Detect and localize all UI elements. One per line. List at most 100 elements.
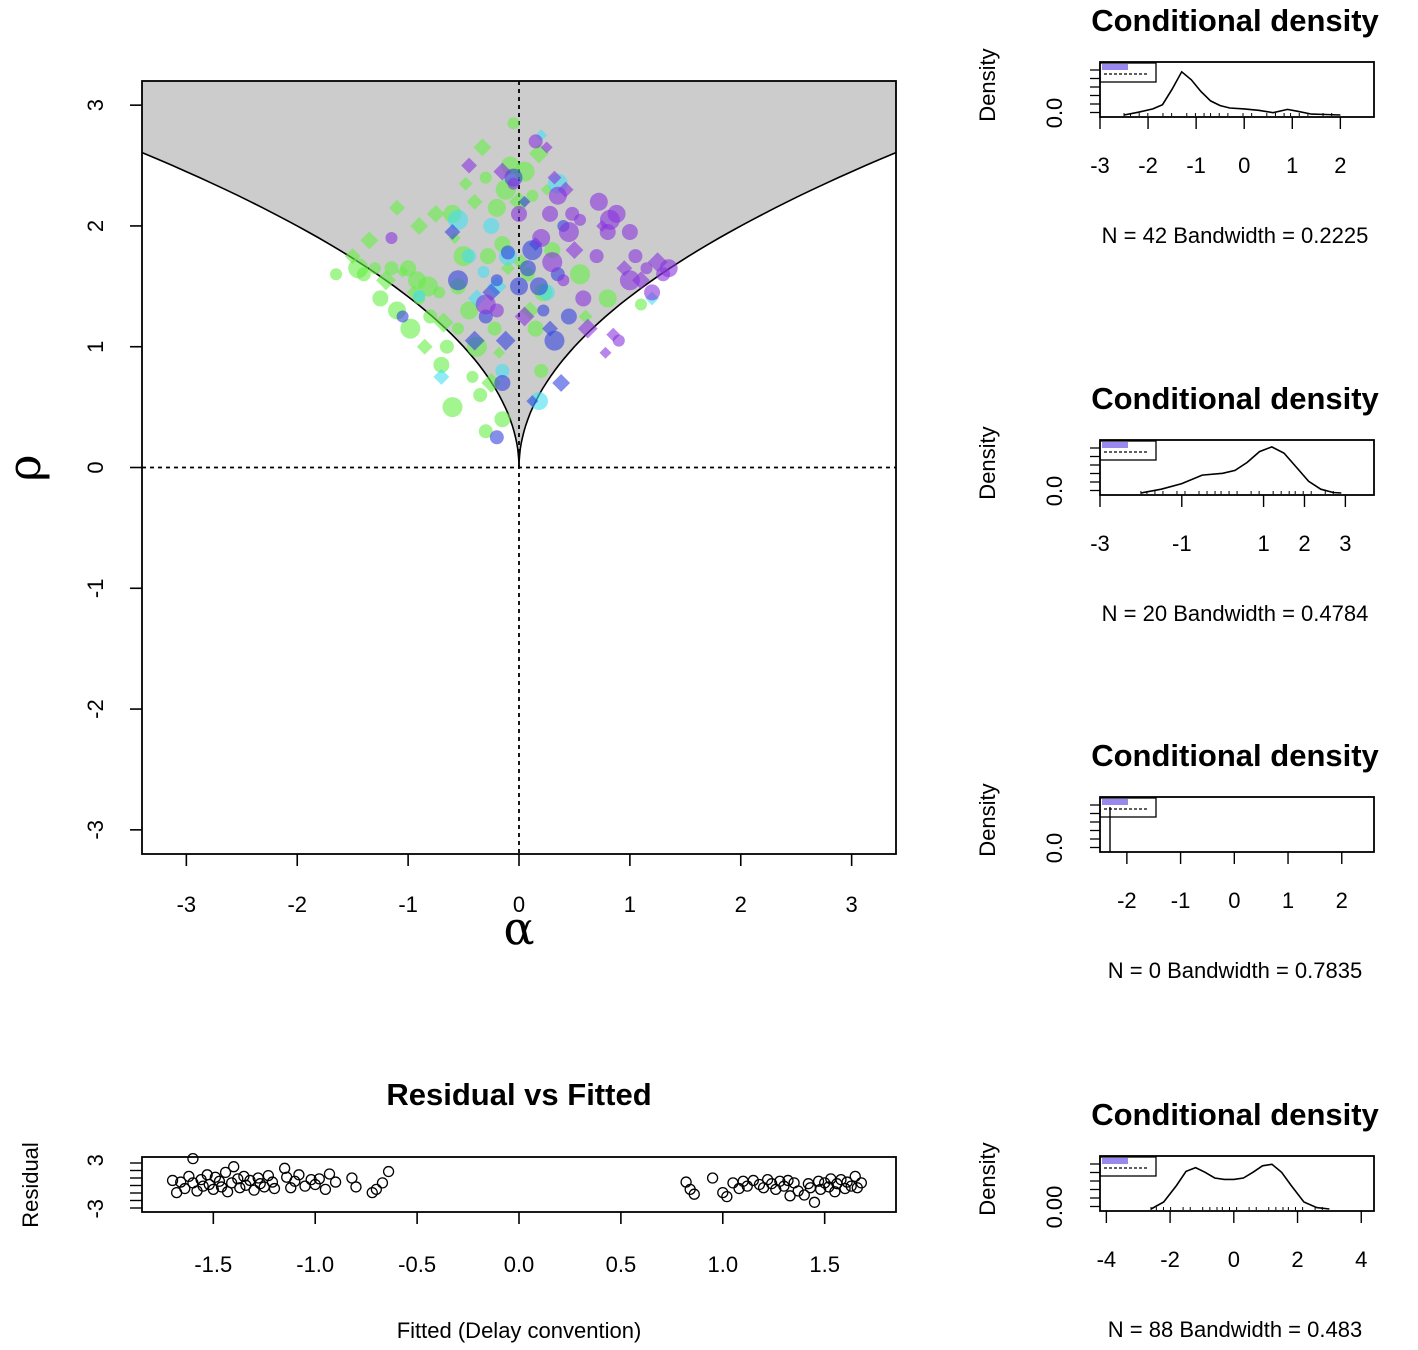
residual-point [262, 1169, 274, 1182]
data-point-blue [489, 430, 504, 445]
density-title: Conditional density [1091, 738, 1379, 773]
data-point-green [487, 321, 502, 336]
residual-point [248, 1184, 260, 1196]
density-title: Conditional density [1091, 381, 1379, 416]
y-tick-label: -1 [83, 579, 108, 599]
data-point-green [433, 312, 454, 333]
residual-point [213, 1175, 226, 1187]
residual-y-axis-label: Residual [18, 1142, 43, 1228]
data-point-violet [589, 249, 604, 264]
data-point-green [493, 346, 505, 359]
data-point-green [478, 424, 493, 439]
residual-x-tick-label: -0.5 [398, 1252, 436, 1277]
residual-point [244, 1174, 256, 1187]
data-point-green [330, 268, 343, 281]
density-x-tick-label: -4 [1097, 1247, 1117, 1272]
density-x-tick-label: -2 [1138, 153, 1158, 178]
density-x-axis-label: N = 88 Bandwidth = 0.483 [1108, 1317, 1362, 1342]
residual-point [849, 1170, 861, 1183]
data-point-violet [540, 141, 553, 154]
residual-title: Residual vs Fitted [386, 1077, 651, 1112]
residual-point [187, 1152, 199, 1165]
residual-y-tick-label: -3 [83, 1199, 108, 1219]
residual-point [376, 1177, 389, 1189]
residual-point [741, 1180, 753, 1192]
data-point-violet [558, 221, 579, 242]
legend-swatch [1102, 64, 1128, 70]
density-x-tick-label: -2 [1117, 888, 1137, 913]
residual-point [309, 1178, 321, 1191]
data-point-green [433, 286, 446, 299]
conditional-density-plot-1: Conditional density 0.0 Density -3 -2 -1 0 1 2 N … [975, 3, 1380, 248]
data-point-violet [659, 259, 678, 278]
main-scatter-plot: -3 -2 -1 0 1 2 3 -3 -2 -1 0 1 2 3 α ρ [0, 80, 897, 955]
y-tick-label: -3 [83, 820, 108, 840]
residual-point [829, 1186, 841, 1198]
data-point-violet [532, 229, 551, 248]
data-point-green [376, 270, 396, 291]
legend-swatch [1102, 1158, 1128, 1164]
data-point-violet [577, 318, 598, 339]
residual-point [812, 1175, 825, 1187]
residual-point [226, 1177, 238, 1189]
density-x-tick-label: 4 [1355, 1247, 1367, 1272]
residual-point [252, 1172, 264, 1184]
residual-point [841, 1176, 853, 1188]
density-y-axis-label: Density [975, 783, 1000, 856]
data-point-violet [599, 346, 612, 359]
conditional-density-plot-3: Conditional density 0.0 Density -2 -1 0 1 2 N = … [975, 738, 1380, 983]
residual-point [175, 1176, 187, 1188]
residual-point [323, 1168, 336, 1180]
data-point-green [479, 171, 492, 184]
data-point-cyan [483, 217, 500, 234]
data-point-blue [448, 270, 469, 291]
density-x-tick-label: -2 [1160, 1247, 1180, 1272]
data-point-green [507, 117, 520, 130]
density-x-tick-label: -1 [1171, 888, 1191, 913]
data-point-blue [490, 274, 503, 287]
residual-x-tick-label: 0.0 [504, 1252, 535, 1277]
x-tick-label: 2 [735, 892, 747, 917]
data-point-green [460, 301, 479, 320]
data-point-blue [560, 308, 577, 325]
data-point-blue [396, 310, 409, 323]
density-y-tick-label: 0.0 [1042, 833, 1067, 864]
data-point-blue [529, 277, 548, 296]
x-tick-label: -2 [287, 892, 307, 917]
data-point-violet [514, 306, 535, 327]
residual-point [319, 1183, 332, 1196]
y-tick-label: 2 [83, 220, 108, 232]
data-point-violet [612, 334, 625, 347]
data-point-blue [552, 374, 571, 392]
residual-point [268, 1182, 281, 1195]
residual-point [717, 1186, 729, 1199]
density-y-tick-label: 0.0 [1042, 98, 1067, 129]
data-point-blue [510, 277, 528, 296]
data-point-blue [494, 374, 511, 391]
data-point-green [442, 397, 463, 418]
data-point-violet [619, 270, 640, 291]
data-point-violet [565, 241, 584, 260]
conditional-density-plot-2: Conditional density 0.0 Density -3 -1 1 2 3 N = … [975, 381, 1380, 626]
density-y-tick-label: 0.0 [1042, 476, 1067, 507]
data-point-green [526, 189, 539, 202]
x-tick-label: 0 [513, 892, 525, 917]
data-point-violet [621, 223, 638, 240]
data-point-blue [526, 395, 539, 408]
density-y-axis-label: Density [975, 1142, 1000, 1215]
data-point-violet [542, 252, 563, 273]
residual-point [197, 1180, 209, 1192]
residual-point [782, 1174, 794, 1187]
density-x-tick-label: 0 [1238, 153, 1250, 178]
data-point-violet [575, 290, 592, 307]
density-frame [1099, 61, 1375, 118]
data-point-green [426, 204, 445, 223]
residual-point [219, 1166, 232, 1179]
data-point-blue [519, 260, 536, 277]
density-y-axis-label: Density [975, 48, 1000, 121]
residual-point [370, 1183, 383, 1196]
residual-y-tick-label: 3 [83, 1154, 108, 1166]
residual-point [166, 1174, 179, 1187]
data-point-violet [507, 177, 520, 190]
residual-point [747, 1174, 760, 1187]
